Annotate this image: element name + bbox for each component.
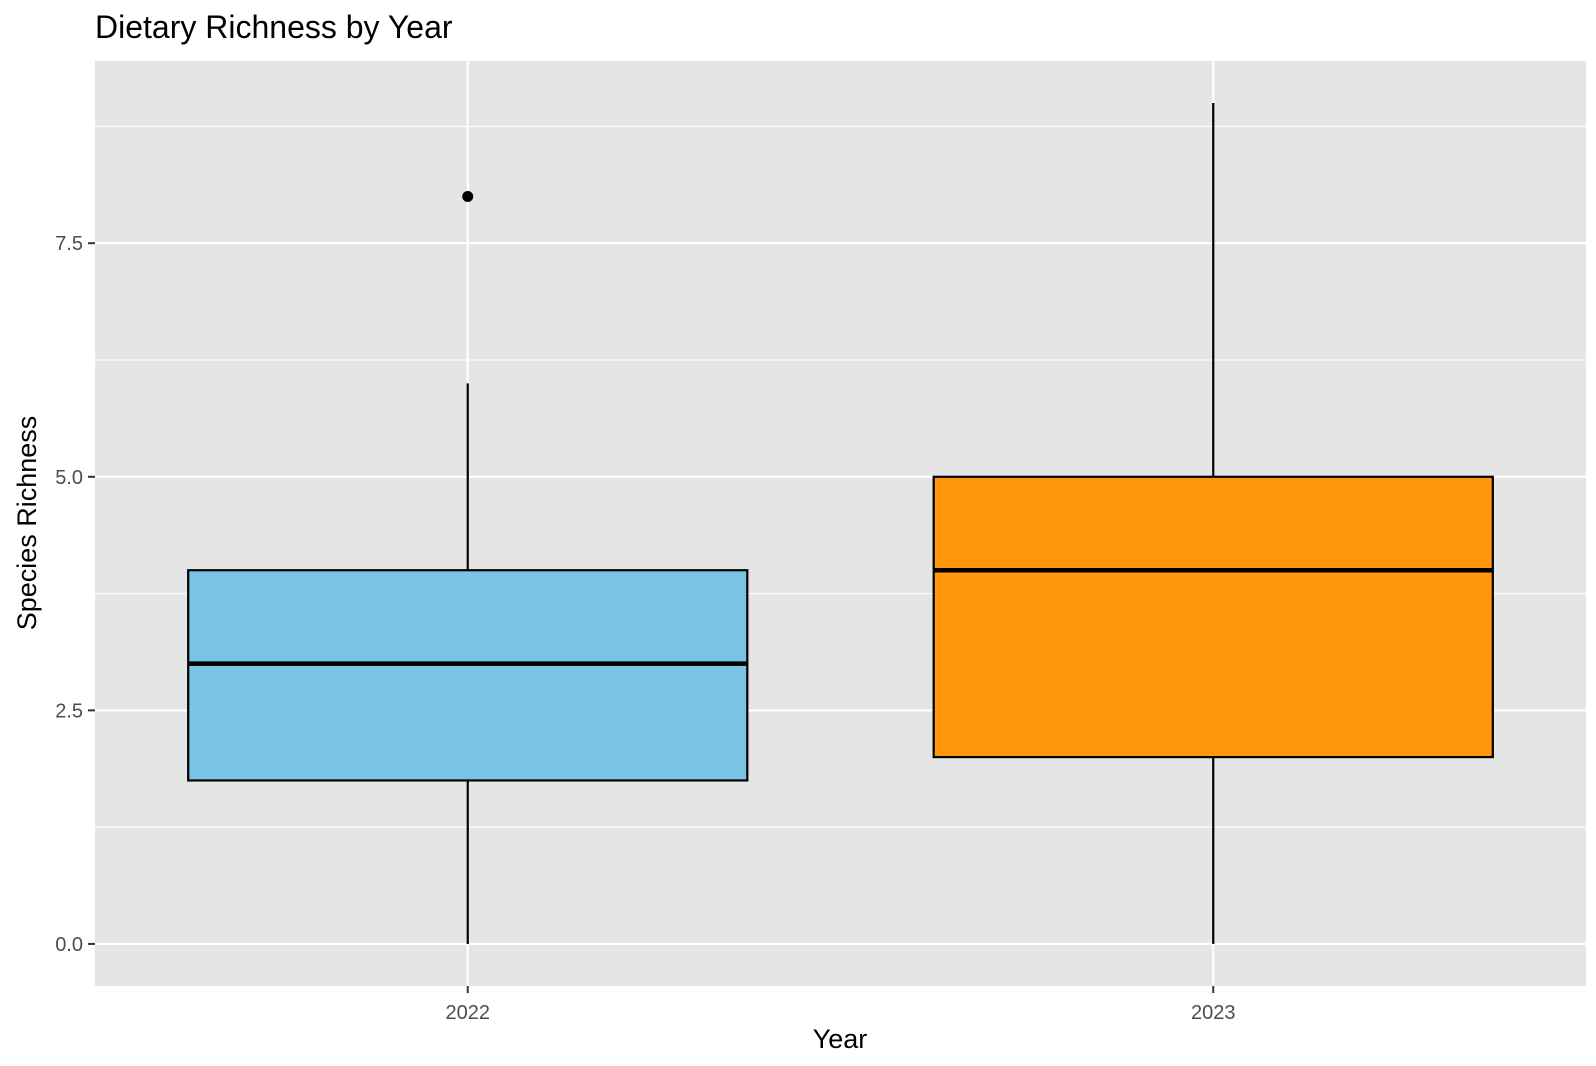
outlier-point — [462, 190, 474, 202]
y-tick-label: 0.0 — [55, 934, 83, 956]
x-axis: 2022 2023 — [446, 986, 1236, 1024]
x-tick-label: 2023 — [1191, 1002, 1236, 1024]
x-tick-label: 2022 — [446, 1002, 491, 1024]
box-series — [187, 103, 1494, 944]
y-tick-label: 5.0 — [55, 467, 83, 489]
y-tick-label: 2.5 — [55, 700, 83, 722]
box-2023 — [932, 475, 1494, 759]
y-tick-label: 7.5 — [55, 233, 83, 255]
y-axis-title: Species Richness — [12, 416, 42, 631]
y-axis: 0.0 2.5 5.0 7.5 — [55, 233, 95, 956]
x-axis-title: Year — [813, 1024, 868, 1054]
chart-title: Dietary Richness by Year — [95, 9, 453, 45]
box-2022 — [187, 569, 749, 782]
